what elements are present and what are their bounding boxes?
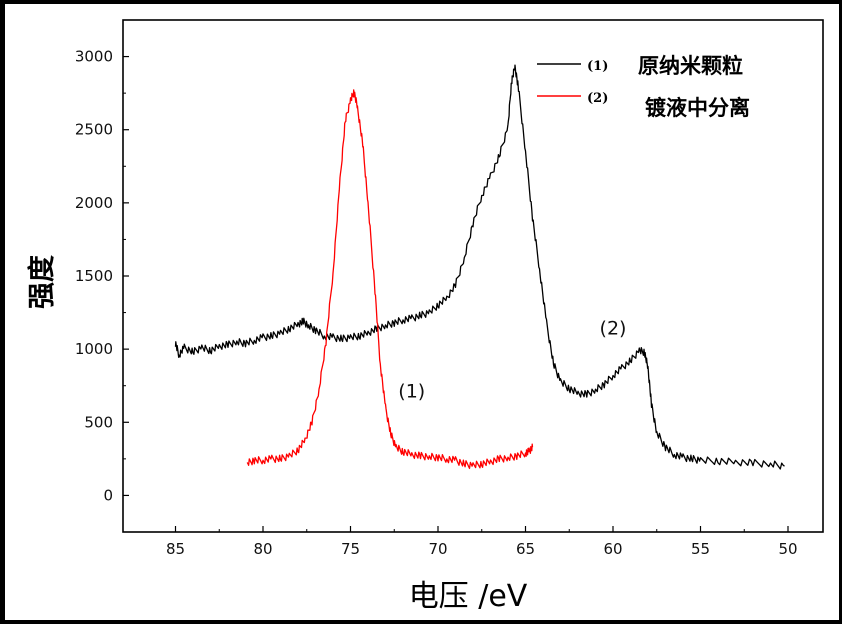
series-layer <box>174 64 785 470</box>
x-tick-label: 85 <box>166 540 185 558</box>
legend: (1) 原纳米颗粒 (2) 镀液中分离 <box>537 54 750 120</box>
legend-marker-1: (1) <box>587 59 608 74</box>
legend-label-2: 镀液中分离 <box>645 96 750 120</box>
y-tick-label: 3000 <box>75 48 113 66</box>
x-tick-label: 50 <box>778 540 797 558</box>
y-tick-label: 2500 <box>75 121 113 139</box>
y-tick-label: 1500 <box>75 267 113 285</box>
annotation-2: (2) <box>600 318 627 340</box>
y-tick-label: 0 <box>103 486 113 504</box>
x-axis-label: 电压 /eV <box>409 579 528 614</box>
y-tick-label: 2000 <box>75 194 113 212</box>
legend-label-1: 原纳米颗粒 <box>638 54 743 78</box>
x-tick-label: 65 <box>516 540 535 558</box>
y-axis-label: 强度 <box>26 255 58 309</box>
y-tick-label: 500 <box>84 413 113 431</box>
x-tick-label: 60 <box>603 540 622 558</box>
annotation-1: (1) <box>398 380 425 402</box>
spectrum-chart: 85 80 75 70 65 60 55 50050010001500200025003000… <box>26 19 824 614</box>
x-tick-label: 75 <box>341 540 360 558</box>
x-tick-label: 55 <box>691 540 710 558</box>
series-line-2 <box>246 89 534 470</box>
legend-marker-2: (2) <box>587 91 608 106</box>
chart-frame: 85 80 75 70 65 60 55 50 0 500 1000 1500 2000 2500 3000… <box>5 4 839 620</box>
x-tick-label: 80 <box>253 540 272 558</box>
series-line-1 <box>174 64 785 470</box>
x-tick-label: 70 <box>428 540 447 558</box>
y-tick-label: 1000 <box>75 340 113 358</box>
